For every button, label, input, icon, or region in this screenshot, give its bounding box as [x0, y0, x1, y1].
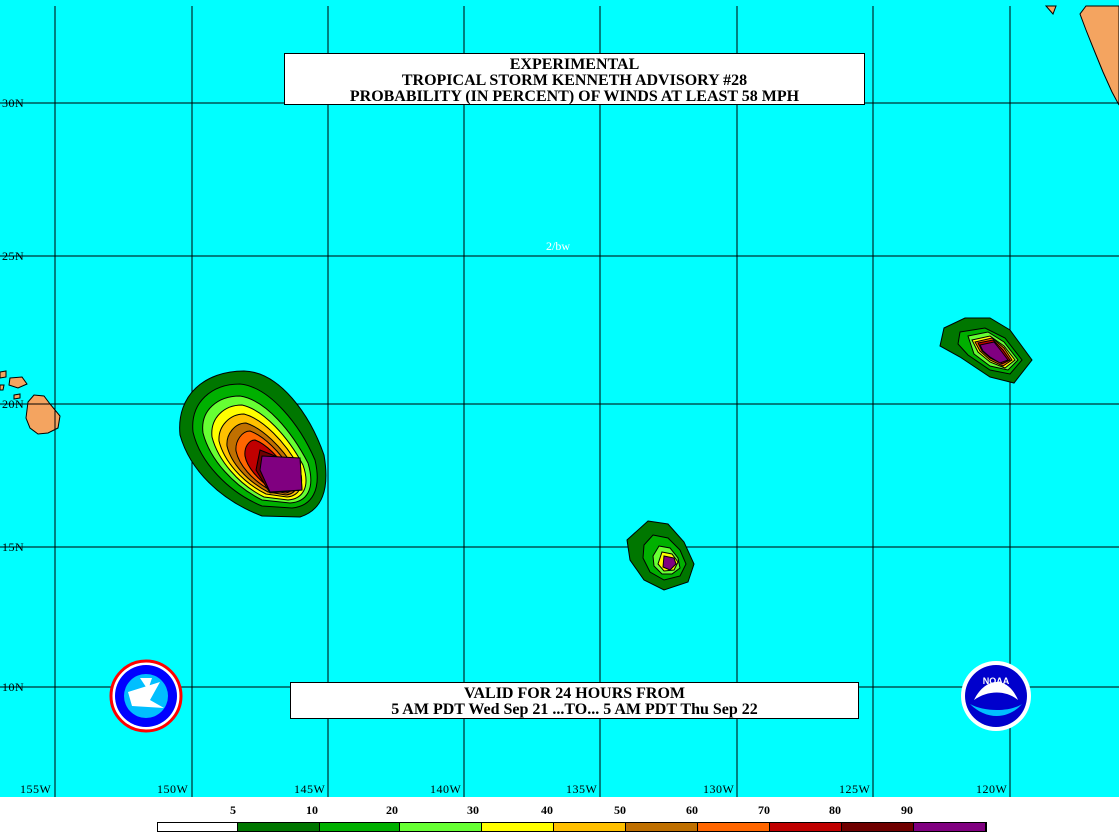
legend-swatch: [482, 823, 554, 831]
legend-swatch: [626, 823, 698, 831]
lat-label-25n: 25N: [2, 249, 25, 263]
lon-label-135w: 135W: [566, 782, 598, 796]
lon-label-120w: 120W: [976, 782, 1008, 796]
legend-swatch: [554, 823, 626, 831]
title-line-1: EXPERIMENTAL: [509, 56, 640, 73]
legend-swatch: [158, 823, 238, 831]
lon-label-145w: 145W: [294, 782, 326, 796]
legend-color-bar: [157, 822, 987, 832]
credit-label: 2/bw: [546, 239, 570, 253]
title-line-3: PROBABILITY (IN PERCENT) OF WINDS AT LEA…: [349, 88, 800, 105]
lon-label-150w: 150W: [157, 782, 189, 796]
contour-90: [259, 455, 303, 493]
lon-label-125w: 125W: [839, 782, 871, 796]
legend-swatch: [698, 823, 770, 831]
valid-line-2: 5 AM PDT Wed Sep 21 ...TO... 5 AM PDT Th…: [391, 701, 758, 718]
legend-background: [0, 797, 1119, 839]
legend-swatch: [400, 823, 482, 831]
lon-label-155w: 155W: [20, 782, 52, 796]
valid-period-box: VALID FOR 24 HOURS FROM 5 AM PDT Wed Sep…: [290, 682, 859, 719]
lat-label-10n: 10N: [2, 680, 25, 694]
legend-label-5: 5: [230, 803, 236, 817]
land-islet: [1044, 5, 1057, 15]
valid-line-1: VALID FOR 24 HOURS FROM: [463, 685, 686, 702]
contour-90: [662, 555, 677, 571]
land-baja-california: [1079, 5, 1119, 106]
legend-swatch: [842, 823, 914, 831]
legend-label-10: 10: [306, 803, 318, 817]
probability-contours-east: [939, 317, 1033, 384]
legend-label-80: 80: [829, 803, 841, 817]
probability-contours-center: [626, 520, 695, 591]
legend-swatch: [914, 823, 986, 831]
probability-contours-west: [179, 370, 327, 518]
lat-label-15n: 15N: [2, 540, 25, 554]
lon-label-140w: 140W: [430, 782, 462, 796]
lat-label-30n: 30N: [2, 96, 25, 110]
ocean: [0, 0, 1119, 797]
title-box: EXPERIMENTAL TROPICAL STORM KENNETH ADVI…: [284, 53, 865, 105]
land-hawaiian-islands: [0, 370, 61, 435]
legend-label-90: 90: [901, 803, 913, 817]
legend-swatch: [770, 823, 842, 831]
legend-label-50: 50: [614, 803, 626, 817]
noaa-logo: NOAA: [961, 661, 1031, 731]
legend-label-20: 20: [386, 803, 398, 817]
title-line-2: TROPICAL STORM KENNETH ADVISORY #28: [401, 72, 748, 89]
lat-label-20n: 20N: [2, 397, 25, 411]
nws-logo: [109, 659, 183, 733]
contour-90: [979, 341, 1009, 364]
legend-swatch: [320, 823, 400, 831]
legend-label-30: 30: [467, 803, 479, 817]
legend-label-60: 60: [686, 803, 698, 817]
legend-swatch: [238, 823, 320, 831]
svg-text:NOAA: NOAA: [983, 676, 1010, 686]
legend-label-70: 70: [758, 803, 770, 817]
lon-label-130w: 130W: [703, 782, 735, 796]
legend-label-40: 40: [541, 803, 553, 817]
